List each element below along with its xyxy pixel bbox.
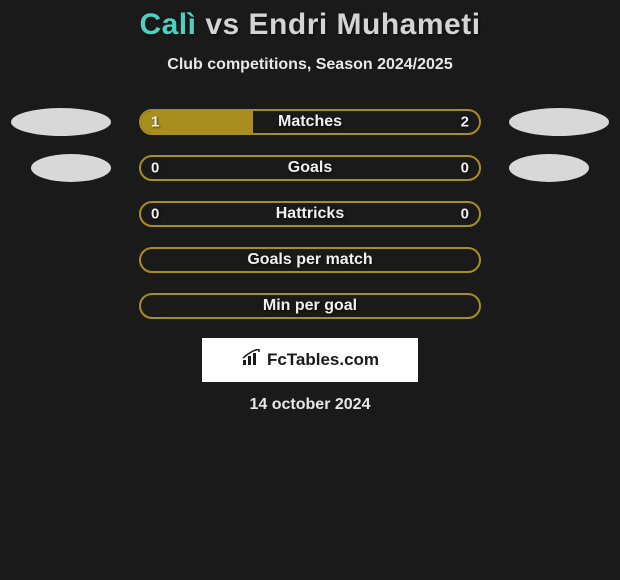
stats-comparison-card: Calì vs Endri Muhameti Club competitions… (0, 0, 620, 414)
subtitle: Club competitions, Season 2024/2025 (0, 56, 620, 74)
player1-name: Calì (139, 8, 196, 41)
player1-badge (31, 154, 111, 182)
stat-right-value: 0 (461, 160, 469, 177)
stat-label: Hattricks (276, 205, 344, 223)
stat-row: Min per goal (0, 292, 620, 320)
stat-left-value: 0 (151, 206, 159, 223)
page-title: Calì vs Endri Muhameti (0, 8, 620, 42)
player1-badge (11, 108, 111, 136)
stat-left-value: 1 (151, 114, 159, 131)
stat-bar: 0 Hattricks 0 (139, 201, 481, 227)
stat-rows: 1 Matches 2 0 Goals 0 0 Hattricks 0 Goals per mat… (0, 108, 620, 320)
stat-row: 0 Hattricks 0 (0, 200, 620, 228)
stat-label: Goals per match (247, 251, 372, 269)
stat-label: Min per goal (263, 297, 357, 315)
stat-label: Matches (278, 113, 342, 131)
stat-right-value: 0 (461, 206, 469, 223)
stat-right-value: 2 (461, 114, 469, 131)
stat-row: 1 Matches 2 (0, 108, 620, 136)
stat-left-value: 0 (151, 160, 159, 177)
stat-bar: Goals per match (139, 247, 481, 273)
vs-text: vs (205, 8, 239, 41)
stat-bar: 0 Goals 0 (139, 155, 481, 181)
logo: FcTables.com (241, 349, 379, 372)
player2-badge (509, 154, 589, 182)
logo-text: FcTables.com (267, 350, 379, 370)
stat-label: Goals (288, 159, 332, 177)
datestamp: 14 october 2024 (0, 396, 620, 414)
stat-row: 0 Goals 0 (0, 154, 620, 182)
player2-badge (509, 108, 609, 136)
stat-bar: 1 Matches 2 (139, 109, 481, 135)
player2-name: Endri Muhameti (249, 8, 481, 41)
logo-box: FcTables.com (202, 338, 418, 382)
stat-row: Goals per match (0, 246, 620, 274)
chart-icon (241, 349, 263, 372)
stat-bar: Min per goal (139, 293, 481, 319)
